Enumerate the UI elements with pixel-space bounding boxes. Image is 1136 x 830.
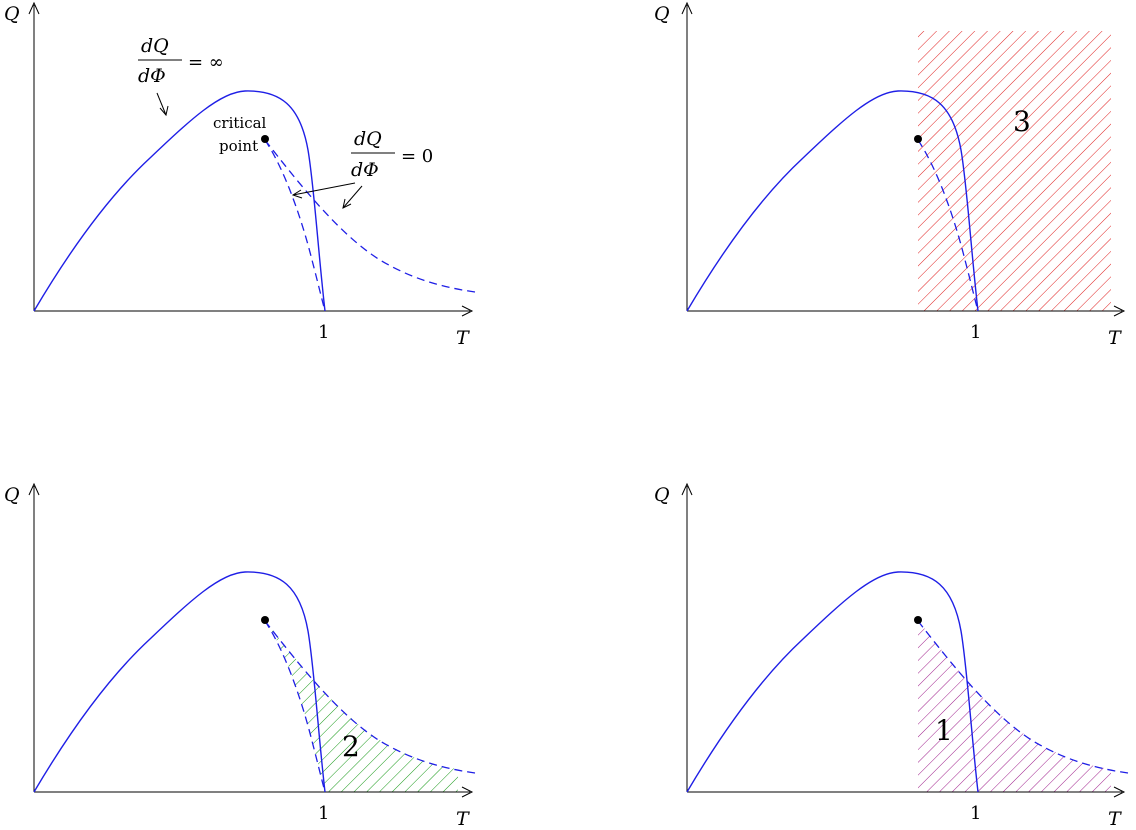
x-axis-label: T <box>1108 808 1122 830</box>
x-axis-arrow <box>1113 305 1126 317</box>
x-axis-label: T <box>456 808 470 830</box>
region-3-label: 3 <box>1013 105 1031 138</box>
region-3-hatch <box>918 31 1111 311</box>
tick-label-one: 1 <box>970 322 981 343</box>
y-axis-arrow <box>681 1 693 15</box>
region-1-label: 1 <box>935 714 953 747</box>
infinity-equals: = ∞ <box>188 52 224 73</box>
panel-bottom-left: Q T 1 2 <box>4 482 476 830</box>
zero-equals: = 0 <box>401 146 433 167</box>
y-axis-label: Q <box>654 3 670 25</box>
critical-point-marker <box>914 135 922 143</box>
infinity-pointer <box>156 92 167 116</box>
x-axis-label: T <box>1108 327 1122 349</box>
divergence-curve <box>33 90 326 312</box>
critical-label-line2: point <box>219 137 258 155</box>
panel-top-left: Q T 1 critical point dQ dΦ = ∞ dQ dΦ = 0 <box>4 1 476 349</box>
lower-dashed-branch <box>264 139 326 312</box>
y-axis-label: Q <box>654 484 670 506</box>
infinity-pointer-head <box>159 105 169 117</box>
panel-bottom-right: Q T 1 1 <box>654 482 1129 830</box>
x-axis-arrow <box>461 786 474 798</box>
zero-pointer-left <box>292 182 356 196</box>
x-axis-arrow <box>1113 786 1126 798</box>
lower-dashed-branch <box>264 620 326 793</box>
region-2-hatch <box>265 620 458 792</box>
zero-pointer-right <box>342 185 363 209</box>
divergence-curve <box>686 571 979 793</box>
tick-label-one: 1 <box>318 803 329 824</box>
zero-fraction-denominator: dΦ <box>351 159 379 181</box>
y-axis-arrow <box>28 482 40 496</box>
lower-dashed-branch <box>917 139 979 312</box>
x-axis-label: T <box>456 327 470 349</box>
critical-point-marker <box>261 616 269 624</box>
y-axis-label: Q <box>4 3 20 25</box>
panel-top-right: Q T 1 3 <box>654 1 1126 349</box>
critical-point-marker <box>261 135 269 143</box>
x-axis-arrow <box>461 305 474 317</box>
divergence-curve <box>686 90 979 312</box>
tick-label-one: 1 <box>318 322 329 343</box>
region-1-hatch <box>918 620 1111 792</box>
divergence-curve <box>33 571 326 793</box>
y-axis-arrow <box>681 482 693 496</box>
zero-pointer-right-head <box>342 198 352 209</box>
critical-point-marker <box>914 616 922 624</box>
zero-fraction-numerator: dQ <box>354 128 382 150</box>
tick-label-one: 1 <box>970 803 981 824</box>
infinity-fraction-numerator: dQ <box>141 35 169 57</box>
zero-pointer-left-head <box>291 189 303 199</box>
critical-label-line1: critical <box>213 114 267 132</box>
infinity-fraction-denominator: dΦ <box>138 65 166 87</box>
y-axis-arrow <box>28 1 40 15</box>
y-axis-label: Q <box>4 484 20 506</box>
region-2-label: 2 <box>342 730 360 763</box>
